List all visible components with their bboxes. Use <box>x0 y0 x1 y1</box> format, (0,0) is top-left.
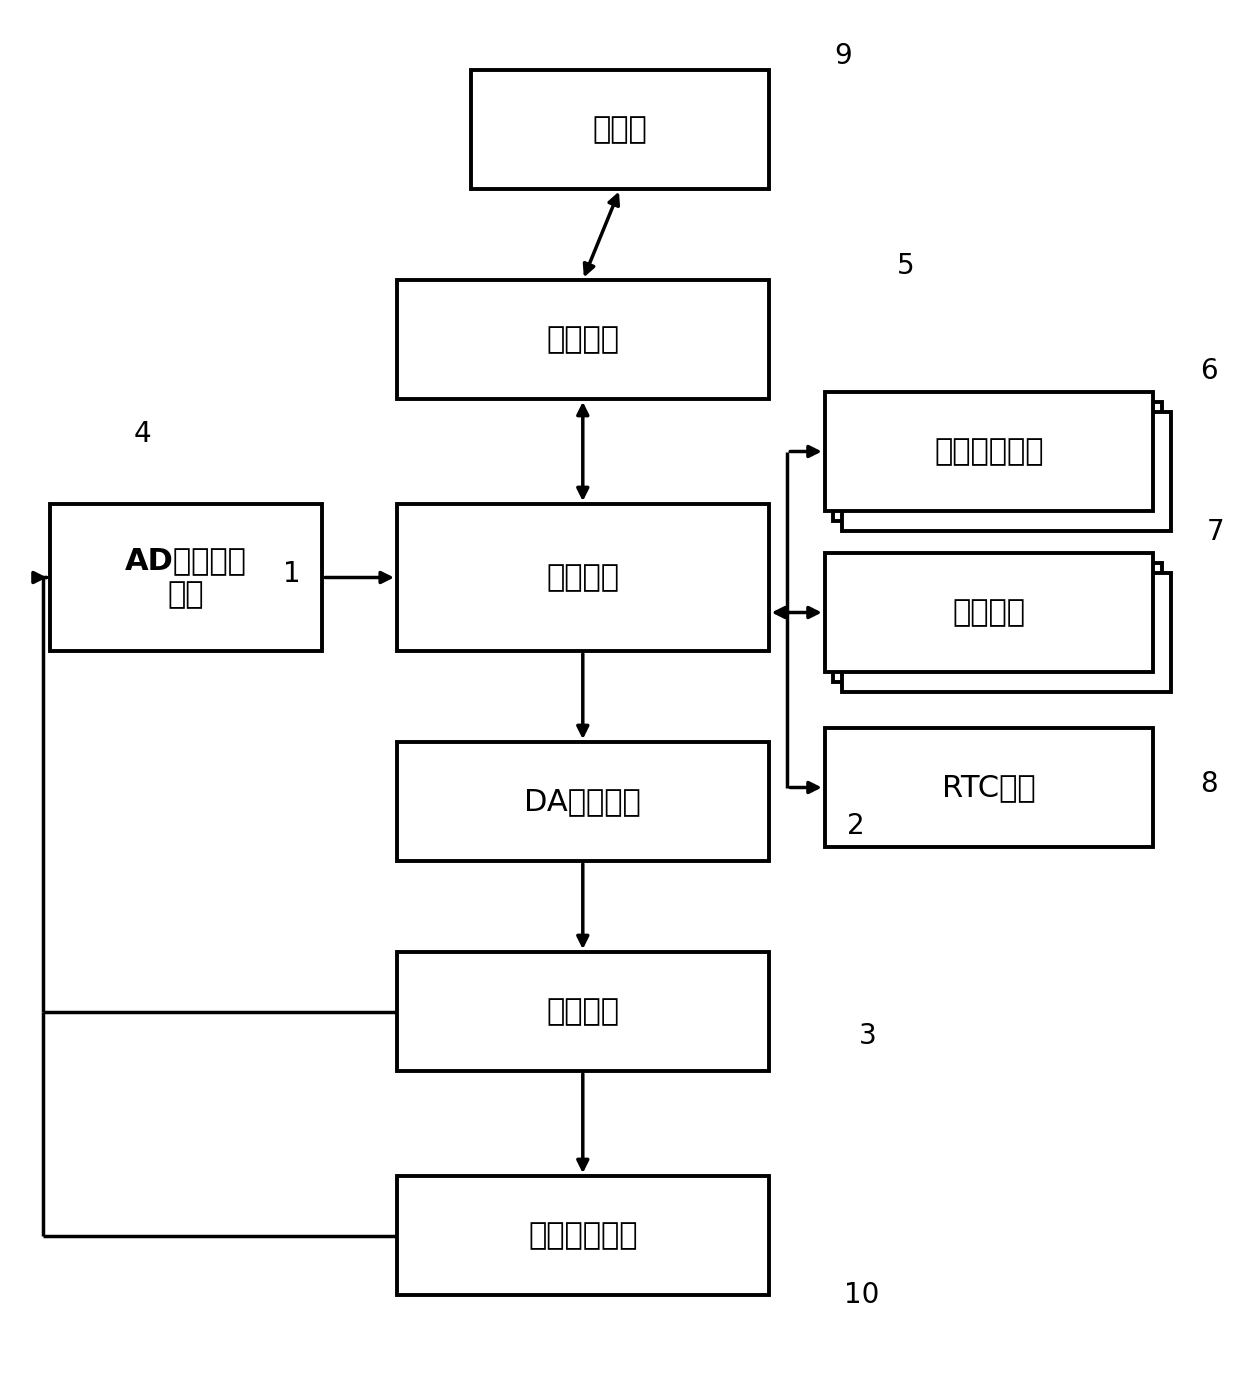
Bar <box>833 402 1162 521</box>
Bar <box>397 742 769 861</box>
Text: 10: 10 <box>844 1281 879 1309</box>
Text: 5: 5 <box>897 252 914 280</box>
Text: AD数据采集
模块: AD数据采集 模块 <box>125 546 247 609</box>
Bar <box>842 412 1171 531</box>
Bar <box>397 952 769 1071</box>
Text: RTC模块: RTC模块 <box>942 773 1035 802</box>
Text: 6: 6 <box>1200 357 1218 385</box>
Text: 埋地长输管道: 埋地长输管道 <box>528 1221 637 1250</box>
Text: 7: 7 <box>1207 518 1224 546</box>
Text: 电源模块: 电源模块 <box>547 997 619 1026</box>
Bar <box>397 280 769 399</box>
Text: 3: 3 <box>859 1022 877 1050</box>
Bar <box>50 504 322 651</box>
Text: 通信模块: 通信模块 <box>547 325 619 354</box>
Text: 4: 4 <box>134 420 151 448</box>
Text: 主控模块: 主控模块 <box>547 563 619 592</box>
Bar <box>825 392 1153 511</box>
Bar <box>825 553 1153 672</box>
Text: 人机交互模块: 人机交互模块 <box>934 437 1044 466</box>
Text: 上位机: 上位机 <box>593 115 647 144</box>
Bar <box>471 70 769 189</box>
Bar <box>397 504 769 651</box>
Text: 1: 1 <box>283 560 300 588</box>
Bar <box>397 1176 769 1295</box>
Text: 8: 8 <box>1200 770 1218 798</box>
Bar <box>833 563 1162 682</box>
Bar <box>842 573 1171 692</box>
Text: 2: 2 <box>847 812 864 840</box>
Bar <box>825 728 1153 847</box>
Text: 9: 9 <box>835 42 852 70</box>
Text: 存储模块: 存储模块 <box>952 598 1025 627</box>
Text: DA控制模块: DA控制模块 <box>525 787 641 816</box>
